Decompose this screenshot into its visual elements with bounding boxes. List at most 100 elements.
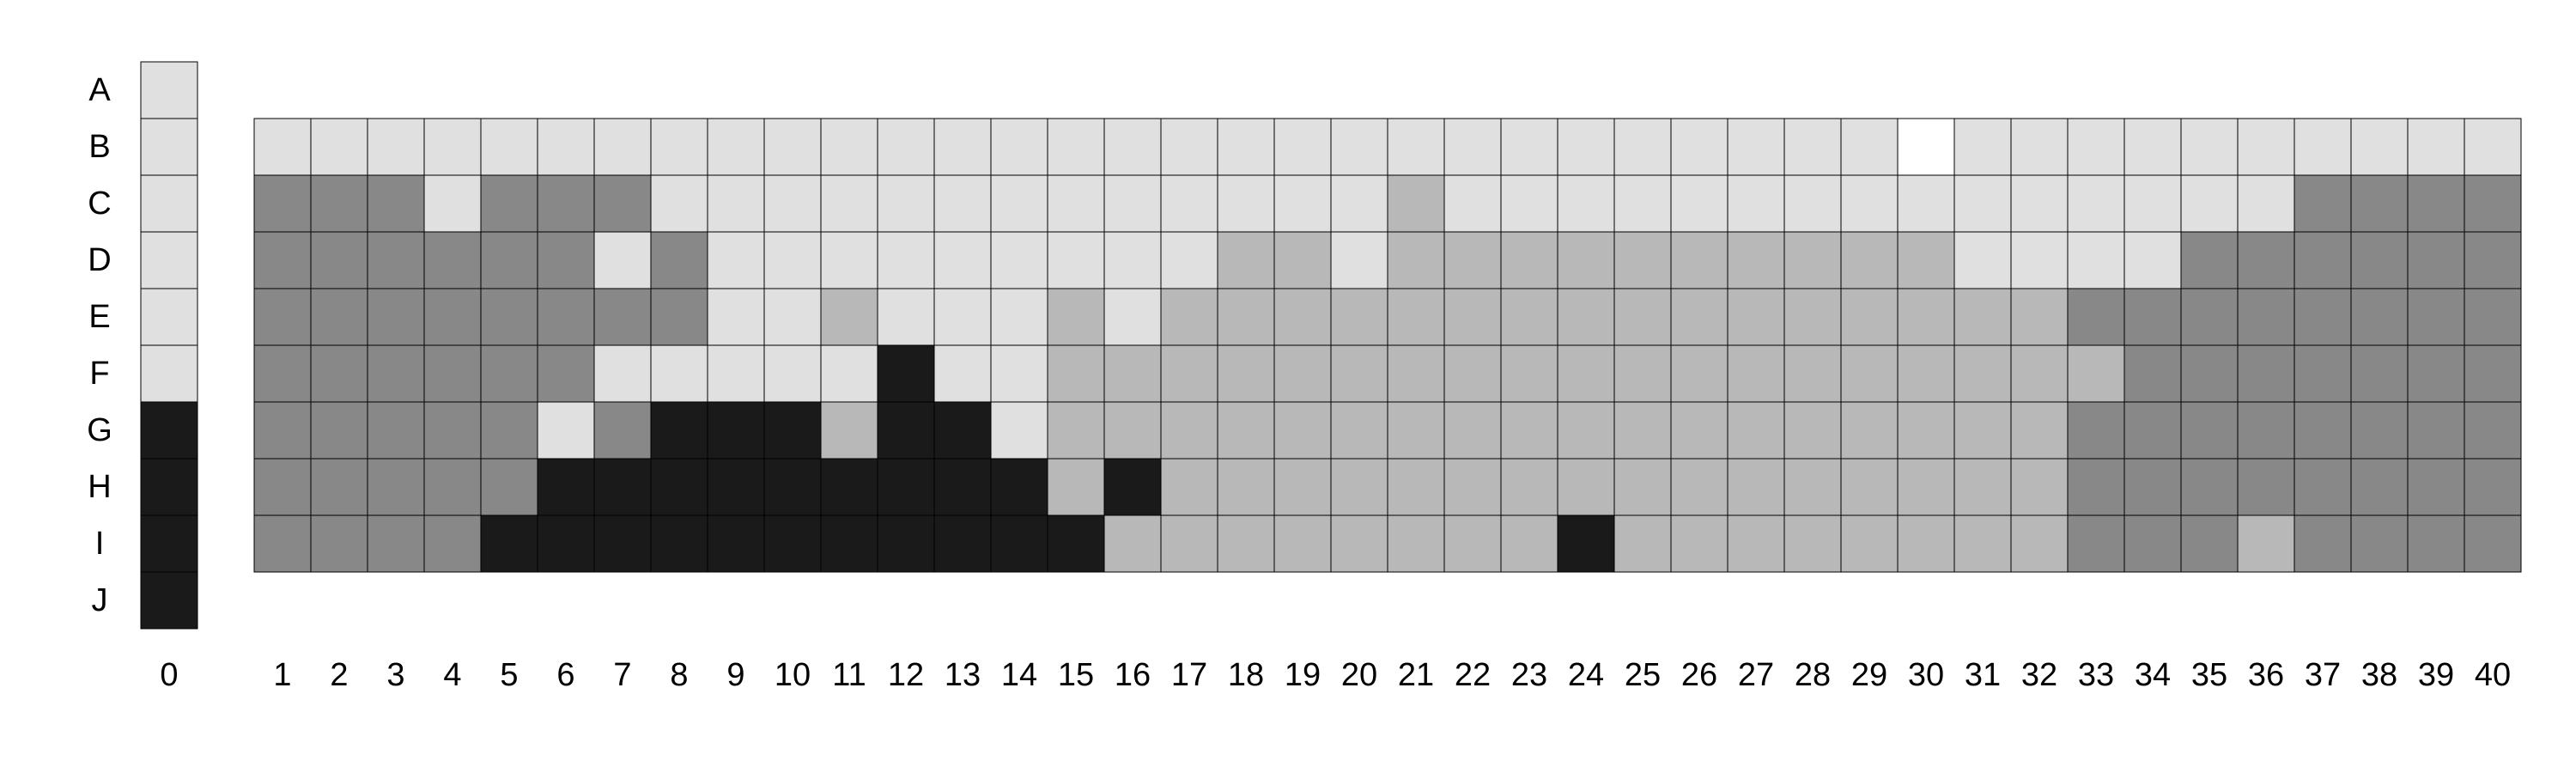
column-label-15: 15 bbox=[1058, 657, 1094, 693]
cell-h-20 bbox=[1330, 458, 1388, 516]
cell-f-4 bbox=[423, 344, 482, 403]
cell-e-0 bbox=[140, 288, 198, 346]
cell-h-2 bbox=[310, 458, 368, 516]
column-label-17: 17 bbox=[1171, 657, 1207, 693]
cell-h-13 bbox=[933, 458, 992, 516]
column-label-36: 36 bbox=[2248, 657, 2284, 693]
cell-d-27 bbox=[1727, 231, 1785, 289]
cell-i-35 bbox=[2180, 514, 2239, 573]
cell-c-31 bbox=[1953, 174, 2012, 233]
cell-g-21 bbox=[1387, 401, 1445, 460]
column-label-35: 35 bbox=[2191, 657, 2227, 693]
cell-c-20 bbox=[1330, 174, 1388, 233]
column-label-38: 38 bbox=[2361, 657, 2397, 693]
row-label-j: J bbox=[92, 582, 108, 618]
cell-e-20 bbox=[1330, 288, 1388, 346]
column-label-24: 24 bbox=[1568, 657, 1604, 693]
cell-b-8 bbox=[650, 118, 708, 176]
cell-b-30 bbox=[1897, 118, 1955, 176]
cell-b-15 bbox=[1047, 118, 1105, 176]
cell-e-8 bbox=[650, 288, 708, 346]
cell-b-18 bbox=[1217, 118, 1275, 176]
cell-g-7 bbox=[593, 401, 652, 460]
column-label-26: 26 bbox=[1681, 657, 1717, 693]
cell-h-11 bbox=[820, 458, 878, 516]
cell-e-33 bbox=[2067, 288, 2125, 346]
cell-h-28 bbox=[1783, 458, 1842, 516]
cell-e-12 bbox=[877, 288, 935, 346]
cell-c-24 bbox=[1557, 174, 1615, 233]
cell-b-22 bbox=[1443, 118, 1502, 176]
cell-c-38 bbox=[2350, 174, 2409, 233]
column-label-16: 16 bbox=[1115, 657, 1151, 693]
cell-c-37 bbox=[2293, 174, 2352, 233]
column-label-11: 11 bbox=[832, 657, 866, 693]
cell-b-6 bbox=[537, 118, 595, 176]
cell-d-9 bbox=[707, 231, 765, 289]
cell-i-26 bbox=[1670, 514, 1728, 573]
cell-e-29 bbox=[1840, 288, 1899, 346]
column-label-12: 12 bbox=[888, 657, 924, 693]
cell-d-15 bbox=[1047, 231, 1105, 289]
cell-g-33 bbox=[2067, 401, 2125, 460]
cell-g-18 bbox=[1217, 401, 1275, 460]
cell-h-17 bbox=[1160, 458, 1218, 516]
cell-f-9 bbox=[707, 344, 765, 403]
column-label-8: 8 bbox=[670, 657, 688, 693]
cell-i-19 bbox=[1273, 514, 1332, 573]
cell-c-11 bbox=[820, 174, 878, 233]
cell-e-21 bbox=[1387, 288, 1445, 346]
row-label-g: G bbox=[87, 412, 112, 448]
cell-g-19 bbox=[1273, 401, 1332, 460]
cell-g-10 bbox=[763, 401, 822, 460]
cell-f-27 bbox=[1727, 344, 1785, 403]
cell-i-16 bbox=[1103, 514, 1162, 573]
cell-f-13 bbox=[933, 344, 992, 403]
cell-h-34 bbox=[2123, 458, 2182, 516]
column-label-37: 37 bbox=[2305, 657, 2341, 693]
cell-g-4 bbox=[423, 401, 482, 460]
cell-b-3 bbox=[367, 118, 425, 176]
cell-i-33 bbox=[2067, 514, 2125, 573]
cell-g-17 bbox=[1160, 401, 1218, 460]
cell-d-3 bbox=[367, 231, 425, 289]
row-label-a: A bbox=[88, 72, 111, 108]
column-label-1: 1 bbox=[273, 657, 291, 693]
cell-e-4 bbox=[423, 288, 482, 346]
column-label-7: 7 bbox=[613, 657, 631, 693]
cell-h-27 bbox=[1727, 458, 1785, 516]
cell-f-26 bbox=[1670, 344, 1728, 403]
cell-d-21 bbox=[1387, 231, 1445, 289]
cell-h-7 bbox=[593, 458, 652, 516]
cell-h-23 bbox=[1500, 458, 1558, 516]
cell-d-11 bbox=[820, 231, 878, 289]
cell-b-20 bbox=[1330, 118, 1388, 176]
column-label-18: 18 bbox=[1228, 657, 1264, 693]
cell-g-29 bbox=[1840, 401, 1899, 460]
row-label-h: H bbox=[88, 469, 111, 505]
cell-e-34 bbox=[2123, 288, 2182, 346]
cell-h-38 bbox=[2350, 458, 2409, 516]
cell-d-18 bbox=[1217, 231, 1275, 289]
cell-b-29 bbox=[1840, 118, 1899, 176]
cell-h-8 bbox=[650, 458, 708, 516]
cell-c-25 bbox=[1613, 174, 1672, 233]
cell-b-10 bbox=[763, 118, 822, 176]
cell-h-16 bbox=[1103, 458, 1162, 516]
cell-i-7 bbox=[593, 514, 652, 573]
column-label-28: 28 bbox=[1795, 657, 1831, 693]
cell-d-19 bbox=[1273, 231, 1332, 289]
cell-b-9 bbox=[707, 118, 765, 176]
cell-b-38 bbox=[2350, 118, 2409, 176]
cell-i-15 bbox=[1047, 514, 1105, 573]
cell-e-14 bbox=[990, 288, 1048, 346]
cell-h-40 bbox=[2464, 458, 2522, 516]
cell-g-35 bbox=[2180, 401, 2239, 460]
cell-h-22 bbox=[1443, 458, 1502, 516]
cell-g-5 bbox=[480, 401, 538, 460]
cell-h-5 bbox=[480, 458, 538, 516]
cell-b-7 bbox=[593, 118, 652, 176]
cell-e-31 bbox=[1953, 288, 2012, 346]
cell-g-30 bbox=[1897, 401, 1955, 460]
